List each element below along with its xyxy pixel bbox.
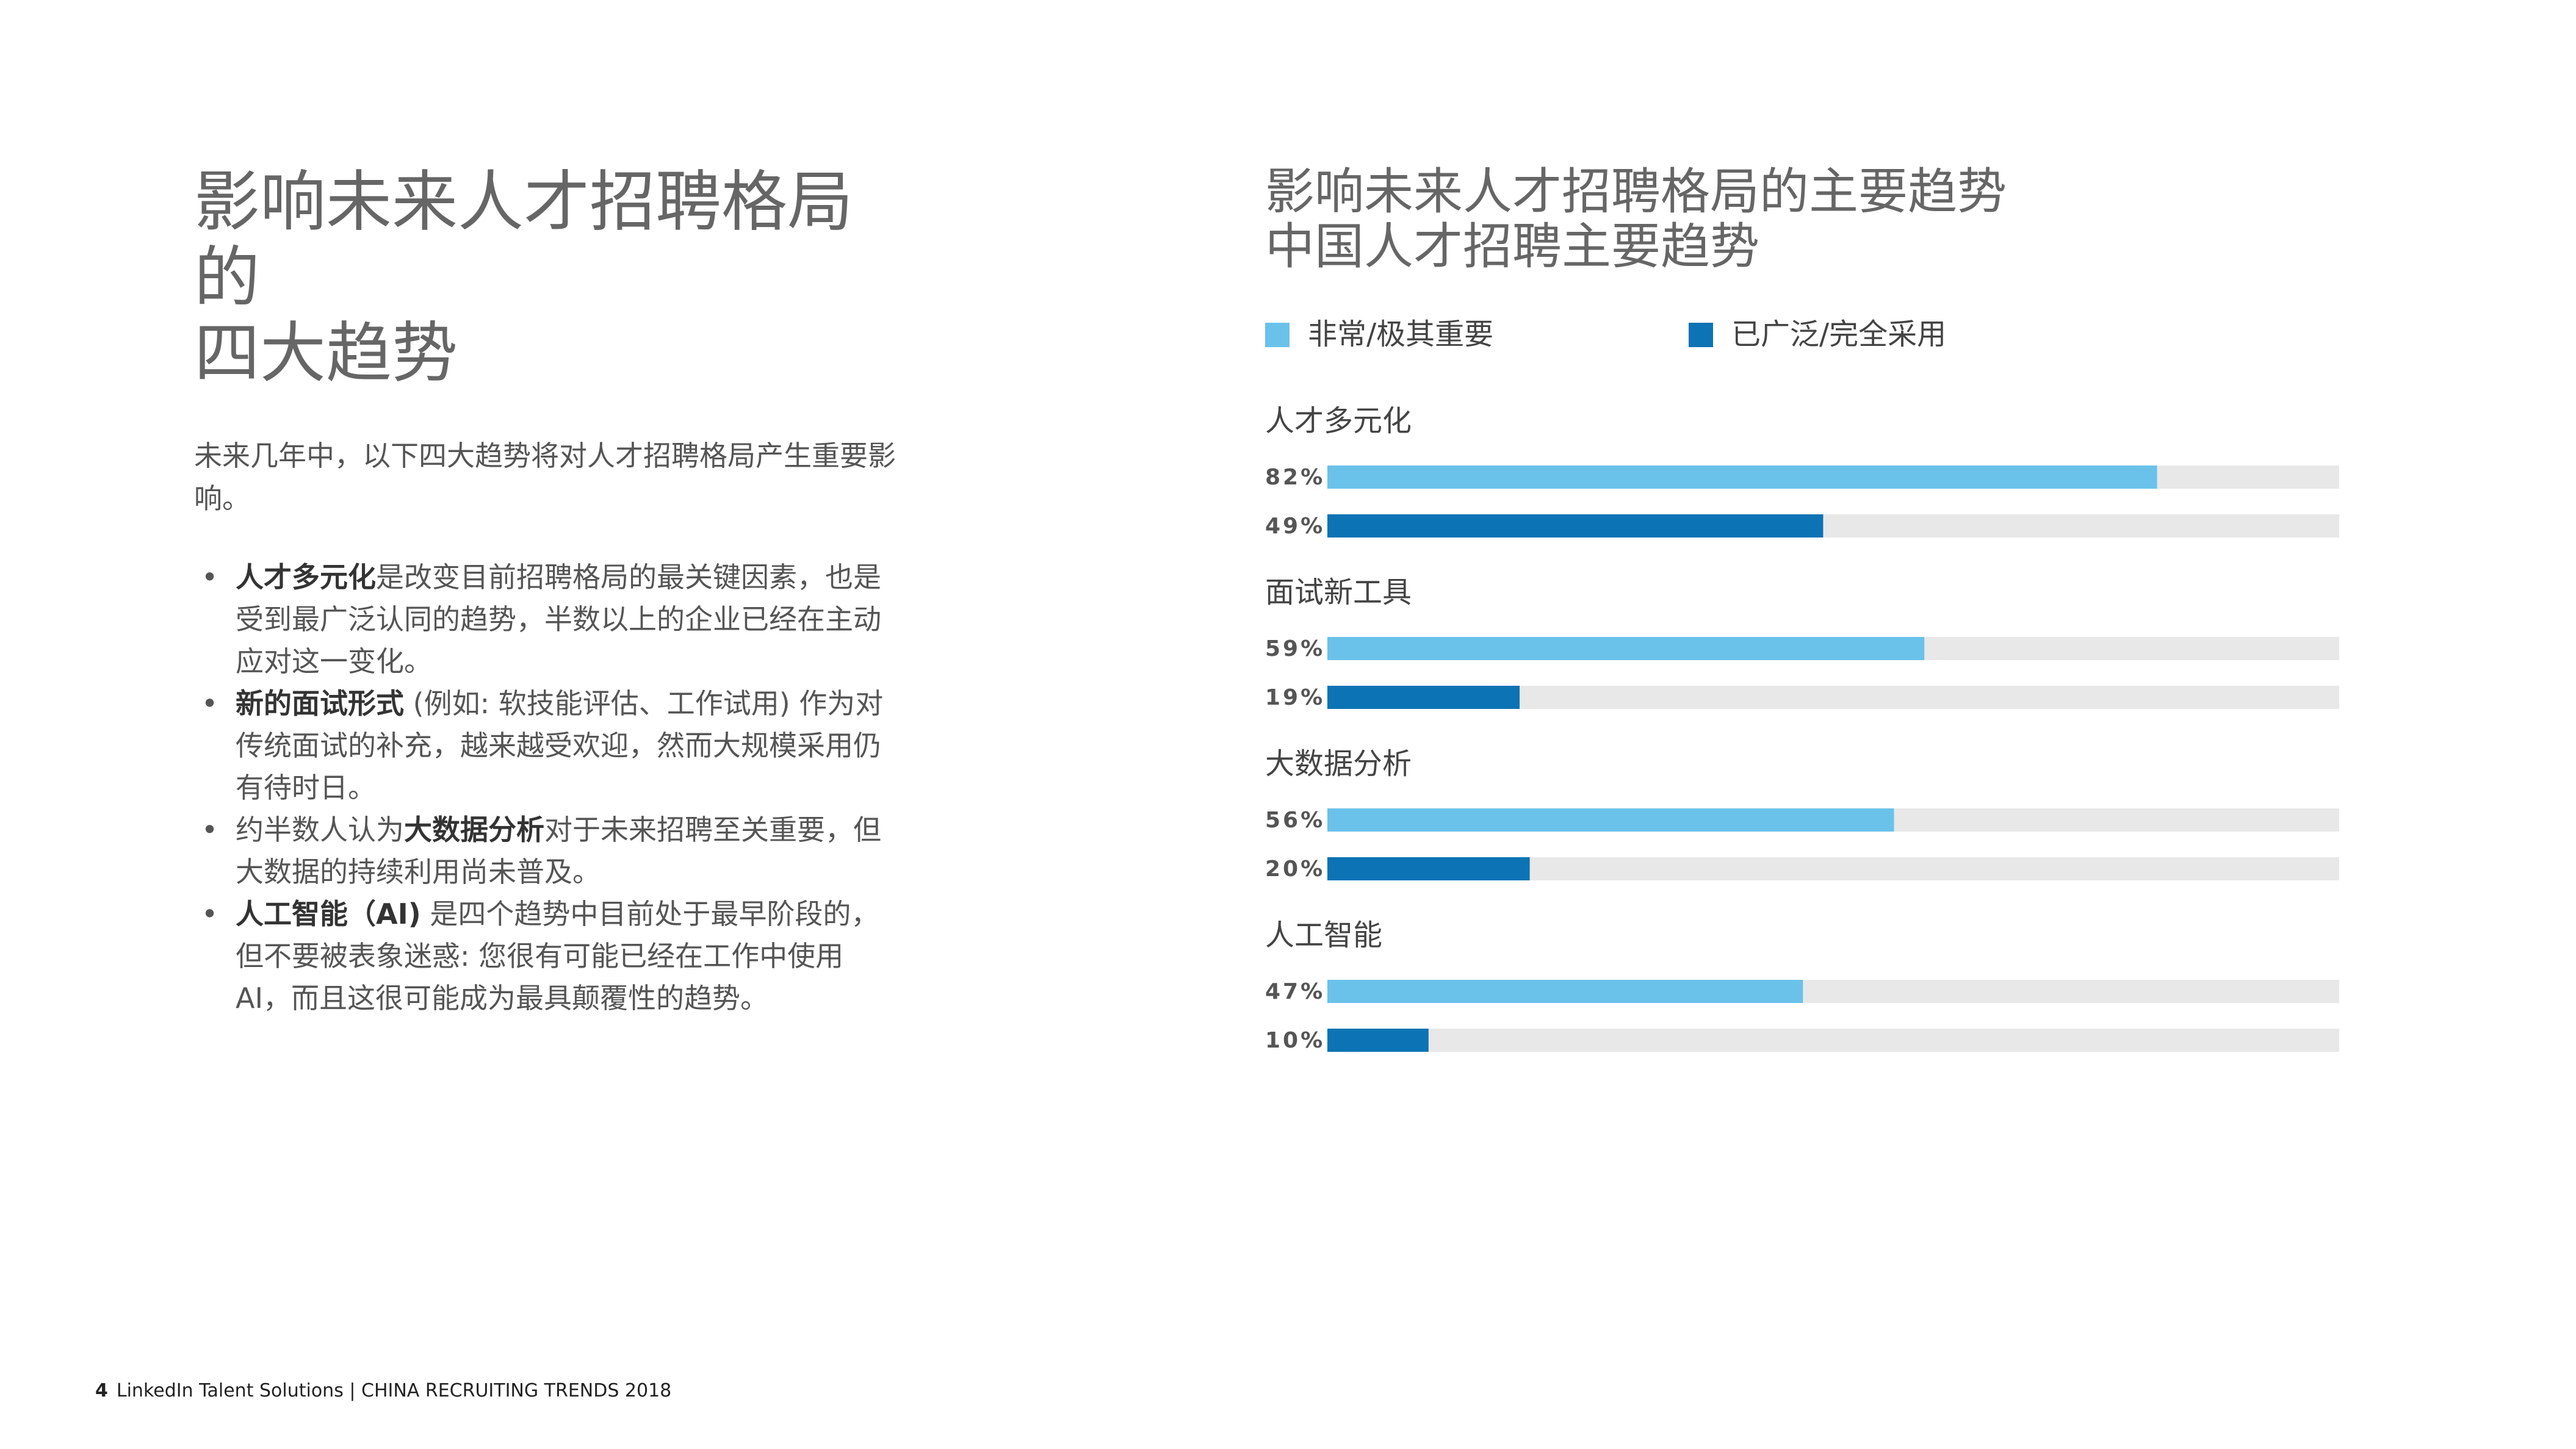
bullet: 人工智能（AI) 是四个趋势中目前处于最早阶段的，但不要被表象迷惑: 您很有可能… [194, 893, 896, 1019]
value-label: 56% [1265, 808, 1325, 833]
category-label: 大数据分析 [1265, 747, 1412, 781]
intro: 未来几年中，以下四大趋势将对人才招聘格局产生重要影响。 [194, 439, 896, 515]
legend-label: 已广泛/完全采用 [1731, 317, 1946, 351]
bar [1327, 808, 1894, 832]
category-label: 人工智能 [1265, 918, 1382, 952]
text: 是四个趋势中目前处于最早阶段的，但不要被表象迷惑: 您很有可能已经在工作中使用 … [236, 897, 879, 1015]
bar [1327, 980, 1803, 1003]
text: 是改变目前招聘格局的最关键因素，也是受到最广泛认同的趋势，半数以上的企业已经在主… [236, 561, 881, 678]
bar [1327, 637, 1925, 660]
bar [1327, 1029, 1429, 1052]
bold-text: 人才多元化 [236, 561, 376, 594]
text: 对于未来招聘至关重要，但大数据的持续利用尚未普及。 [236, 813, 881, 888]
bullet: 人才多元化是改变目前招聘格局的最关键因素，也是受到最广泛认同的趋势，半数以上的企… [194, 556, 896, 683]
bar [1327, 686, 1520, 709]
chart-title: 影响未来人才招聘格局的主要趋势 [1265, 164, 2007, 221]
bar [1327, 514, 1824, 538]
page-title: 影响未来人才招聘格局的 四大趋势 [194, 165, 896, 392]
bold-text: 人工智能（AI) [236, 897, 421, 930]
category-label: 人才多元化 [1265, 404, 1412, 438]
legend-label: 非常/极其重要 [1308, 317, 1493, 351]
bullet: 新的面试形式 (例如: 软技能评估、工作试用) 作为对传统面试的补充，越来越受欢… [194, 683, 896, 809]
value-label: 82% [1265, 465, 1325, 490]
value-label: 10% [1265, 1028, 1325, 1053]
bar-track [1327, 1029, 2339, 1052]
text: 约半数人认为 [236, 813, 404, 846]
value-label: 47% [1265, 979, 1325, 1004]
text: (例如: 软技能评估、工作试用) 作为对传统面试的补充，越来越受欢迎，然而大规模… [236, 687, 884, 804]
left-column: 影响未来人才招聘格局的 四大趋势 未来几年中，以下四大趋势将对人才招聘格局产生重… [194, 165, 896, 1019]
value-label: 49% [1265, 514, 1325, 539]
legend-swatch [1689, 323, 1713, 347]
bar [1327, 857, 1530, 880]
bullet: 约半数人认为大数据分析对于未来招聘至关重要，但大数据的持续利用尚未普及。 [194, 809, 896, 893]
footer: 4 LinkedIn Talent Solutions | CHINA RECRU… [95, 1380, 671, 1401]
bullet-list: 人才多元化是改变目前招聘格局的最关键因素，也是受到最广泛认同的趋势，半数以上的企… [194, 556, 896, 1019]
bar [1327, 466, 2157, 489]
chart-subtitle: 中国人才招聘主要趋势 [1265, 218, 1759, 276]
value-label: 20% [1265, 857, 1325, 882]
value-label: 59% [1265, 636, 1325, 661]
title-line: 四大趋势 [194, 315, 458, 392]
legend-swatch [1265, 323, 1290, 347]
category-label: 面试新工具 [1265, 575, 1412, 609]
bold-text: 大数据分析 [404, 813, 544, 846]
footer-text: LinkedIn Talent Solutions | CHINA RECRUI… [116, 1380, 672, 1401]
value-label: 19% [1265, 685, 1325, 710]
title-line: 影响未来人才招聘格局的 [194, 164, 854, 316]
page-number: 4 [95, 1380, 108, 1401]
bold-text: 新的面试形式 [236, 687, 404, 720]
